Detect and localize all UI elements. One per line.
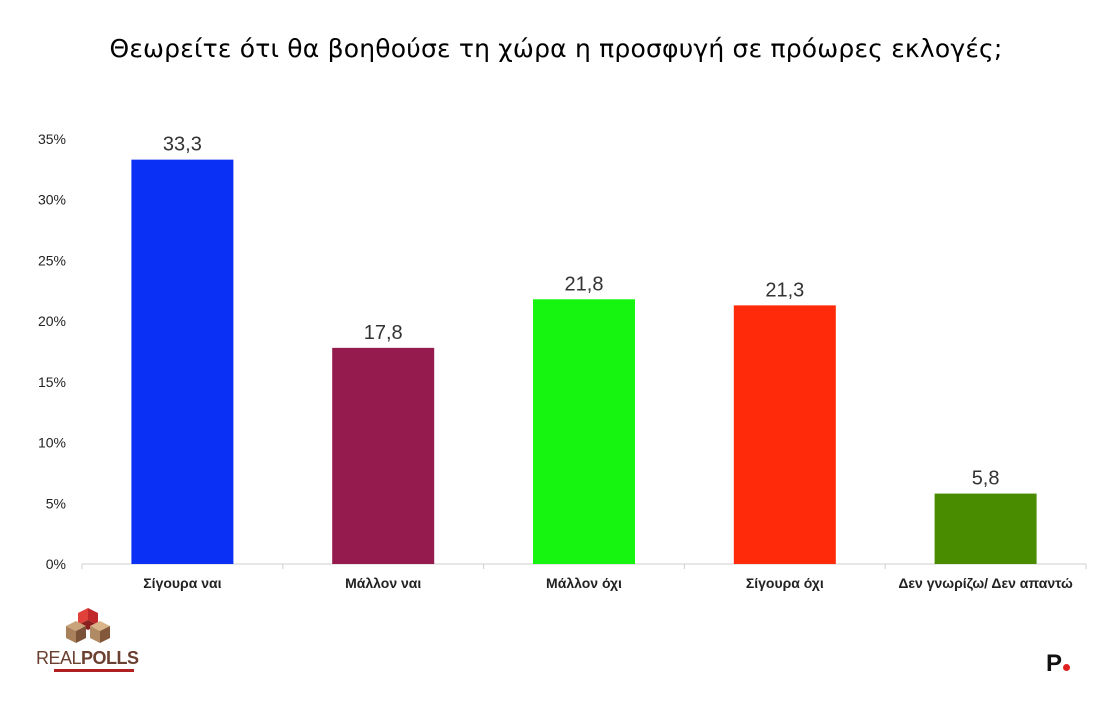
data-label: 33,3 [163,134,202,156]
data-label: 5,8 [972,468,1000,490]
bars [131,159,1037,564]
bar [131,159,234,564]
y-tick-label: 30% [38,192,66,208]
y-tick-label: 20% [38,313,66,329]
bar [533,299,635,564]
brand-p-dot-icon: P [1046,650,1071,678]
y-tick-label: 25% [38,252,66,268]
y-tick-label: 10% [38,435,66,451]
y-tick-label: 35% [38,131,66,147]
y-tick-label: 5% [46,495,66,511]
brand-letter: P [1046,650,1063,677]
data-label: 21,8 [565,273,604,295]
y-tick-label: 15% [38,374,66,390]
logo-text-real: REAL [36,648,82,668]
realpolls-logo-text: REALPOLLS [36,648,139,669]
category-label: Μάλλον ναι [345,575,421,591]
category-label: Σίγουρα όχι [746,575,824,591]
bar [733,305,836,564]
bar [332,347,435,564]
chart-title: Θεωρείτε ότι θα βοηθούσε τη χώρα η προσφ… [109,34,1003,63]
y-axis: 0% 5% 10% 15% 20% 25% 30% 35% [38,131,66,572]
bar [934,493,1037,564]
realpolls-logo-icon [66,608,110,643]
data-label: 21,3 [765,279,804,301]
x-axis: Σίγουρα ναι Μάλλον ναι Μάλλον όχι Σίγουρα ό… [81,563,1087,591]
y-tick-label: 0% [46,556,66,572]
data-label: 17,8 [364,322,403,344]
category-label: Δεν γνωρίζω/ Δεν απαντώ [898,575,1073,591]
logo-text-polls: POLLS [81,648,139,668]
category-label: Σίγουρα ναι [143,575,221,591]
data-labels: 33,3 17,8 21,8 21,3 5,8 [163,134,1000,490]
realpolls-logo: REALPOLLS [36,606,146,676]
brand-dot [1063,664,1071,671]
category-label: Μάλλον όχι [546,575,622,591]
logo-tagline-bar [54,669,134,672]
